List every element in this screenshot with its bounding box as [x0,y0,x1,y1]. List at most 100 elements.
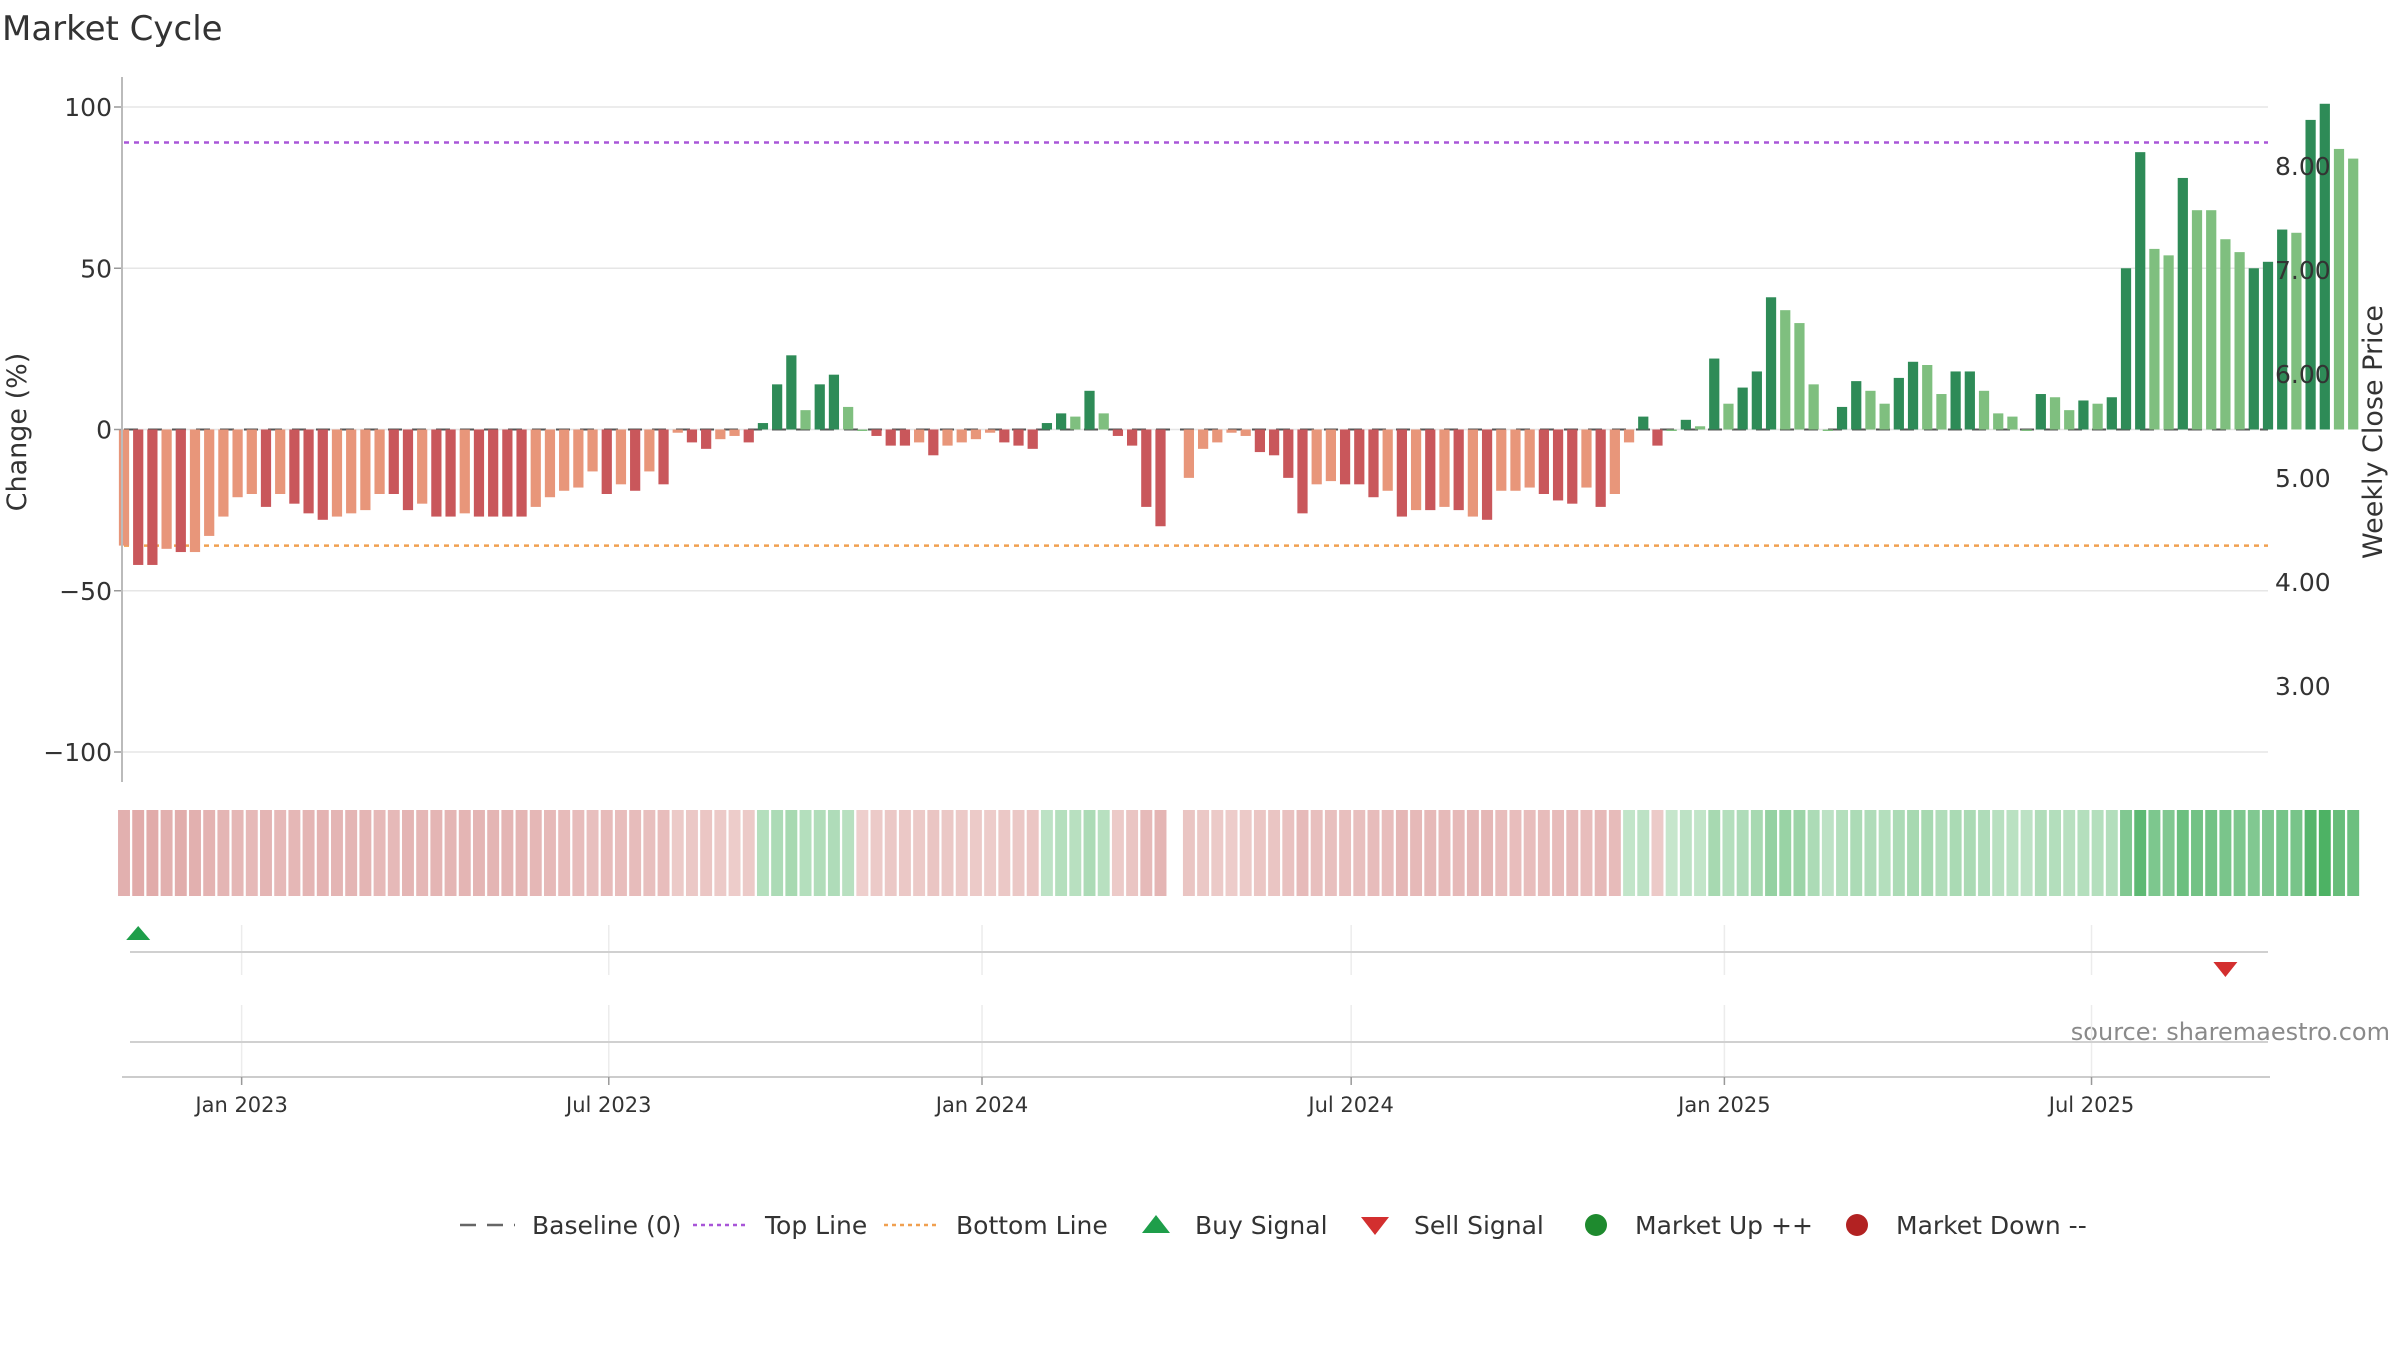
bar [2149,248,2160,430]
bar [2177,177,2188,430]
strip-cell [1481,810,1494,896]
strip-cell [146,810,159,896]
bar [1141,429,1152,507]
strip-cell [1452,810,1465,896]
bar [1155,429,1166,527]
strip-cell [1665,810,1678,896]
sell-signal-marker [2213,962,2238,977]
strip-cell [2262,810,2274,896]
bar [1212,429,1223,443]
x-tick-label: Jan 2025 [1676,1093,1771,1117]
bar [516,429,527,517]
strip-cell [2233,810,2246,896]
strip-cell [1055,810,1068,896]
strip-cell [1111,810,1124,896]
strip-cell [884,810,897,896]
circle-icon [1585,1214,1607,1236]
bar [1567,429,1578,504]
strip-cell [1978,810,1990,896]
bar [473,429,485,517]
strip-cell [842,810,855,896]
strip-cell [203,810,216,896]
bar [772,384,783,430]
bar [1524,429,1535,488]
bar [459,429,470,514]
legend-item: Bottom Line [884,1211,1108,1240]
bar [885,429,896,446]
bar [1581,429,1592,488]
bar [431,429,442,517]
bar [246,429,257,494]
bar [488,429,499,517]
strip-cell [1253,810,1266,896]
strip-cell [1097,810,1110,896]
bar [402,429,414,511]
bar [786,355,797,430]
strip-cell [1296,810,1309,896]
bar [1396,429,1407,517]
bar [1652,429,1663,446]
triangle-up-icon [1142,1215,1170,1233]
x-tick-label: Jul 2023 [564,1093,651,1117]
strip-cell [416,810,429,896]
strip-cell [1963,810,1976,896]
strip-cell [2333,810,2345,896]
bar [985,429,996,433]
bar [658,429,669,485]
strip-cell [373,810,386,896]
bar [1126,429,1138,446]
bar [956,429,967,443]
strip-cell [1679,810,1692,896]
bar [1694,426,1706,430]
strip-cell [1779,810,1792,896]
strip-cell [1324,810,1337,896]
bar [615,429,627,485]
legend-item: Top Line [693,1211,867,1240]
bar [1765,297,1777,430]
legend-label: Buy Signal [1195,1211,1328,1240]
strip-cell [2205,810,2218,896]
strip-cell [2063,810,2076,896]
strip-cell [1637,810,1650,896]
y2-tick-label: 5.00 [2275,464,2331,493]
signals-panel [122,926,2270,1078]
triangle-down-icon [1361,1217,1389,1235]
strip-cell [1353,810,1366,896]
legend-label: Top Line [764,1211,867,1240]
strip-cell [827,810,840,896]
y2-tick-label: 3.00 [2275,672,2331,701]
bar [1268,429,1280,456]
strip-cell [1892,810,1905,896]
bar [1794,323,1805,430]
bar [1439,429,1450,507]
strip-cell [870,810,883,896]
legend-label: Baseline (0) [532,1211,681,1240]
strip-cell [998,810,1011,896]
strip-cell [756,810,769,896]
bar [133,429,144,565]
strip-cell [1992,810,2005,896]
strip-cell [515,810,528,896]
strip-cell [1523,810,1536,896]
bar [2120,268,2132,430]
strip-cell [217,810,230,896]
bar [743,429,754,443]
bar [1538,429,1549,494]
strip-cell [2134,810,2147,896]
strip-cell [1552,810,1565,896]
bar [587,429,598,472]
strip-cell [671,810,684,896]
strip-cell [614,810,627,896]
bar [2106,397,2117,430]
strip-cell [2120,810,2132,896]
bar [204,429,215,536]
bar [2191,210,2203,430]
strip-cell [2247,810,2260,896]
bar [686,429,698,443]
bar [189,429,201,553]
bar [1496,429,1507,491]
strip-cell [2318,810,2331,896]
strip-cell [1310,810,1323,896]
strip-cell [1154,810,1167,896]
